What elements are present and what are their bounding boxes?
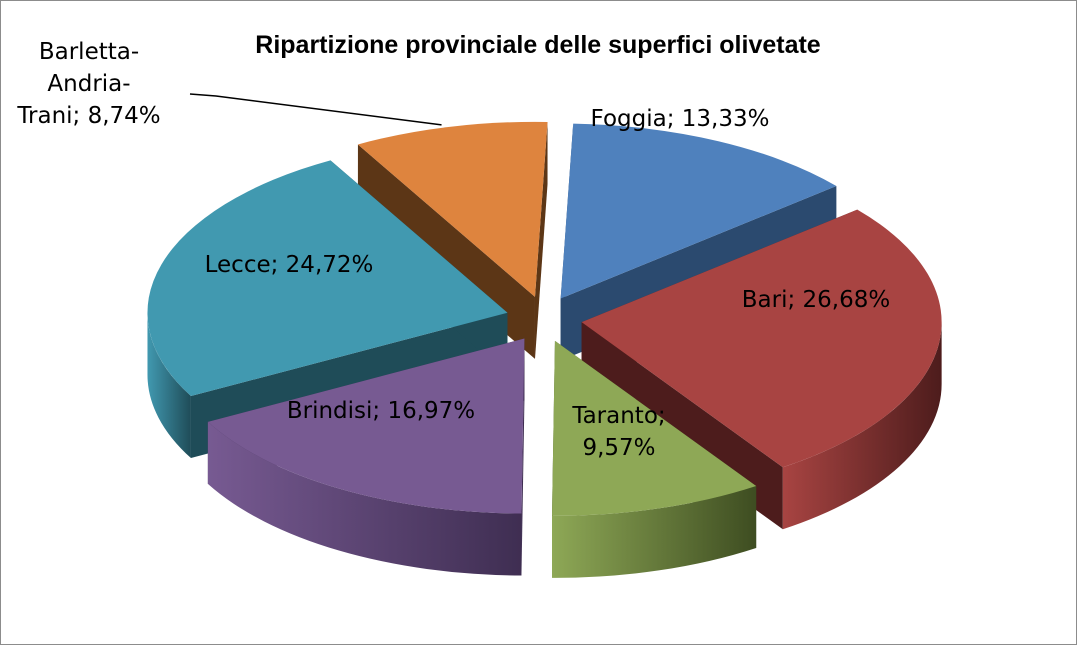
slice-label-barletta-andria-trani: Barletta-Andria-Trani; 8,74%	[16, 39, 160, 129]
pie-slice-brindisi	[207, 338, 525, 576]
slice-wall	[534, 121, 548, 359]
slice-label-foggia: Foggia; 13,33%	[591, 106, 770, 132]
slice-top	[581, 209, 942, 468]
slice-side	[782, 322, 942, 530]
slice-top	[357, 121, 548, 297]
slice-top	[147, 160, 508, 397]
slice-top	[552, 340, 757, 516]
slice-label-taranto: Taranto; 9,57%	[571, 403, 665, 461]
slice-side	[147, 312, 191, 459]
slice-top	[207, 338, 525, 514]
slice-side	[207, 421, 522, 576]
pie-slices	[147, 121, 942, 578]
slice-label-bari: Bari; 26,68%	[742, 287, 890, 313]
slice-side	[552, 485, 757, 578]
pie-slice-taranto	[552, 340, 757, 578]
leader-line	[189, 93, 442, 126]
slice-label-lecce: Lecce; 24,72%	[205, 252, 374, 278]
slice-labels: Foggia; 13,33% Bari; 26,68% Taranto; 9,57% B…	[16, 39, 890, 461]
chart-title: Ripartizione provinciale delle superfici…	[255, 31, 821, 59]
slice-label-brindisi: Brindisi; 16,97%	[287, 398, 475, 424]
slice-top	[560, 123, 837, 299]
